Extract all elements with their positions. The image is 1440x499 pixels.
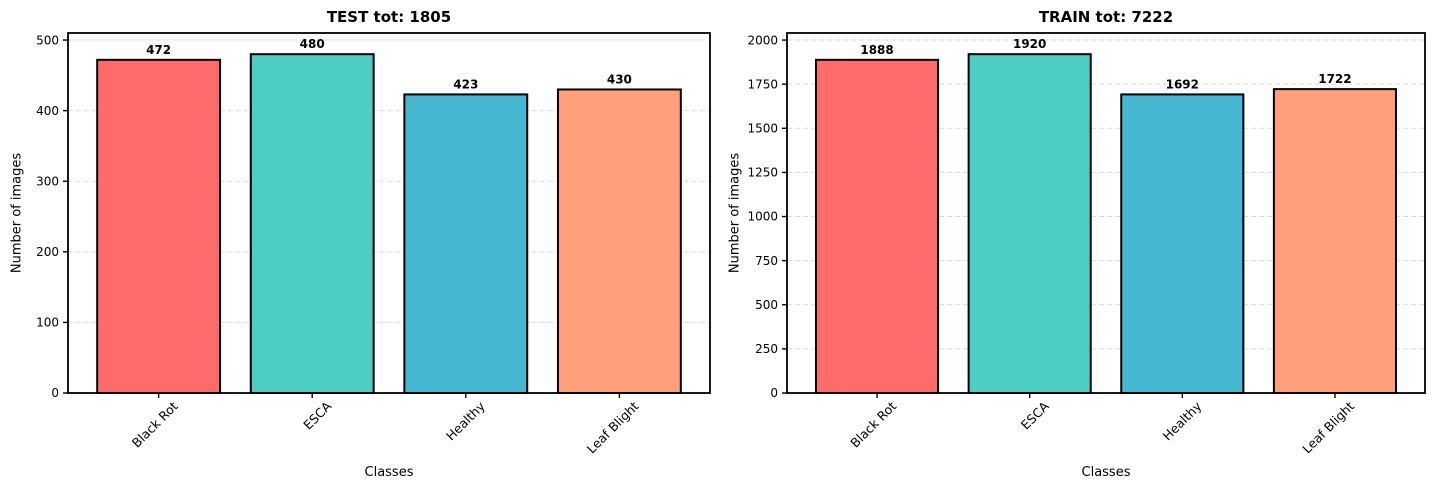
y-tick-label: 250 <box>755 342 778 356</box>
y-tick-label: 750 <box>755 254 778 268</box>
chart-title-test: TEST tot: 1805 <box>326 8 452 26</box>
bar-value-label: 430 <box>607 72 632 86</box>
plot-area-test: 472 Black Rot 480 ESCA 423 Healthy 430 Leaf Bli… <box>36 32 711 456</box>
y-tick-label: 0 <box>51 386 59 400</box>
plot-area-train: 1888 Black Rot 1920 ESCA 1692 Healthy 1722 Leaf… <box>747 32 1426 456</box>
bar-value-label: 472 <box>146 43 171 57</box>
y-tick-label: 2000 <box>747 33 778 47</box>
y-tick-label: 400 <box>36 104 59 118</box>
x-axis-label: Classes <box>364 465 414 480</box>
y-tick-label: 1000 <box>747 210 778 224</box>
bar-healthy <box>403 93 529 394</box>
bar-value-label: 480 <box>300 37 325 51</box>
x-tick-label: Black Rot <box>129 398 181 450</box>
bar-black-rot <box>96 58 222 395</box>
y-tick-label: 0 <box>770 386 778 400</box>
y-tick-label: 1750 <box>747 77 778 91</box>
bar-leaf-blight <box>556 88 682 395</box>
bar-value-label: 1722 <box>1318 72 1351 86</box>
axes-frame <box>786 32 1426 394</box>
bar-black-rot <box>815 58 940 395</box>
x-tick-label: Leaf Blight <box>1299 398 1357 456</box>
bar-value-label: 1692 <box>1166 77 1199 91</box>
x-axis-label: Classes <box>1081 465 1131 480</box>
bar-value-label: 1920 <box>1013 37 1046 51</box>
bar-esca <box>249 53 375 394</box>
bar-value-label: 1888 <box>860 43 893 57</box>
bar-healthy <box>1120 93 1245 394</box>
subplot-train: TRAIN tot: 7222 Number of images Classes… <box>720 0 1440 499</box>
bar-value-label: 423 <box>453 77 478 91</box>
y-tick-label: 100 <box>36 316 59 330</box>
y-tick-label: 500 <box>36 33 59 47</box>
x-tick-label: ESCA <box>300 398 334 432</box>
x-tick-label: ESCA <box>1018 398 1052 432</box>
x-tick-label: Leaf Blight <box>584 398 642 456</box>
chart-title-train: TRAIN tot: 7222 <box>1038 8 1174 26</box>
y-tick-label: 500 <box>755 298 778 312</box>
x-tick-label: Healthy <box>1160 398 1205 443</box>
bar-leaf-blight <box>1272 88 1397 394</box>
x-tick-label: Healthy <box>443 398 488 443</box>
y-tick-label: 1250 <box>747 166 778 180</box>
x-tick-label: Black Rot <box>847 398 899 450</box>
axes-frame <box>67 32 711 394</box>
y-tick-label: 300 <box>36 174 59 188</box>
subplot-test: TEST tot: 1805 Number of images Classes … <box>10 8 711 480</box>
y-tick-label: 200 <box>36 245 59 259</box>
bar-esca <box>967 53 1092 394</box>
y-tick-label: 1500 <box>747 121 778 135</box>
